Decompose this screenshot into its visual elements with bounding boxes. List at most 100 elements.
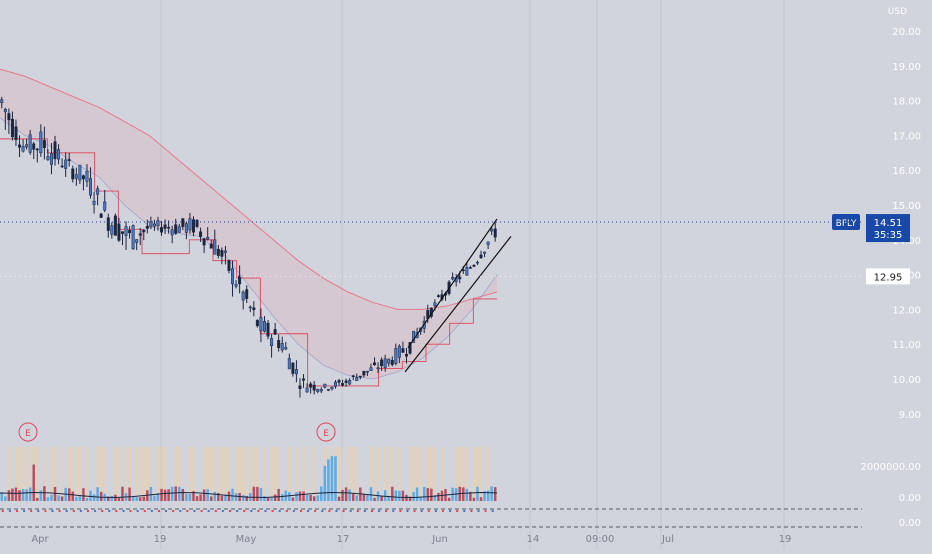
volume-bg-bar [114, 447, 117, 501]
volume-bg-bar [412, 447, 415, 501]
signal-dot [292, 510, 295, 512]
candle-body [10, 118, 14, 138]
candle-body [404, 353, 408, 357]
volume-bar [380, 496, 383, 501]
candle-body [358, 375, 362, 378]
candle-body [291, 362, 295, 374]
volume-bg-bar [415, 447, 419, 501]
volume-bar [323, 465, 327, 501]
volume-bar [227, 491, 231, 501]
candle-body [195, 219, 199, 227]
candle-body [433, 302, 437, 307]
candle-body [21, 146, 25, 152]
volume-bg-bar [355, 447, 359, 501]
volume-bar [7, 490, 11, 501]
price-tick-label: 15.00 [892, 201, 921, 212]
volume-bg-bar [454, 447, 458, 501]
volume-bar [202, 489, 206, 501]
candle-body [113, 215, 117, 236]
candle-body [344, 380, 348, 383]
volume-bar [18, 490, 21, 501]
volume-bg-bar [245, 447, 248, 501]
candle-body [390, 360, 394, 365]
candle-body [89, 178, 93, 196]
signal-dot [463, 510, 466, 512]
volume-bar [163, 489, 167, 501]
candle-body [103, 201, 107, 211]
indicator-lines [0, 68, 498, 387]
volume-bar [96, 487, 99, 501]
volume-bg-bar [273, 447, 277, 501]
volume-bar [206, 489, 209, 501]
candle-body [383, 358, 387, 368]
volume-bar [295, 492, 298, 501]
volume-bar [344, 487, 348, 501]
candle-body [39, 131, 43, 154]
signal-dot [79, 510, 82, 512]
volume-bar [305, 495, 309, 501]
ma-band-fill [0, 69, 497, 379]
volume-bar [160, 488, 163, 501]
volume-bar [454, 488, 458, 501]
volume-bar [99, 491, 103, 501]
channel-line-upper[interactable] [407, 218, 498, 349]
volume-bg-bar [156, 447, 160, 501]
candle-body [106, 217, 110, 231]
volume-average-line [0, 492, 498, 498]
trend-channel[interactable] [404, 218, 512, 373]
candle-body [316, 389, 320, 392]
volume-bar [437, 492, 440, 501]
signal-dot [278, 510, 281, 512]
volume-bar [217, 492, 220, 501]
channel-line-lower[interactable] [404, 235, 512, 373]
candle-body [181, 218, 185, 227]
time-tick-label: Jul [661, 534, 674, 545]
volume-bg-bar [178, 447, 181, 501]
signal-dot [264, 510, 267, 512]
candle-body [53, 141, 57, 160]
signal-dot [470, 510, 473, 512]
candle-body [241, 291, 245, 301]
volume-bg-bar [419, 447, 422, 501]
volume-bar [192, 491, 195, 501]
candle-body [145, 225, 149, 229]
candle-body [479, 254, 483, 259]
volume-bar [316, 495, 319, 501]
time-axis[interactable]: Apr 19 May 17 Jun 14 09:00 Jul 19 [31, 534, 791, 545]
volume-bar [195, 496, 199, 501]
volume-bg-bar [43, 447, 46, 501]
volume-bar [337, 496, 341, 501]
signal-dot [23, 510, 26, 512]
volume-bg-bar [369, 447, 373, 501]
volume-bg-bar [202, 447, 206, 501]
volume-bar [142, 496, 146, 501]
volume-bar [256, 486, 259, 501]
candle-body [486, 241, 490, 245]
signal-dot [484, 510, 487, 512]
earnings-marker[interactable] [316, 422, 336, 442]
price-tick-label: 9.00 [899, 410, 921, 421]
signal-dot [157, 510, 160, 512]
volume-bg-bar [25, 447, 28, 501]
last-price-badge-bg[interactable] [866, 214, 910, 243]
signal-dot [250, 510, 253, 512]
volume-bar [14, 487, 18, 501]
volume-bg-bar [135, 447, 138, 501]
candle-body [174, 224, 178, 234]
signal-dot [44, 510, 47, 512]
signal-dot [129, 510, 132, 512]
earnings-marker[interactable] [18, 422, 38, 442]
signal-dot [221, 510, 224, 512]
signal-dot [172, 510, 175, 512]
volume-bar [71, 491, 75, 501]
volume-bg-bar [288, 447, 291, 501]
volume-bar [476, 486, 479, 501]
signal-dot [349, 510, 352, 512]
volume-bg-bar [387, 447, 390, 501]
volume-bar [277, 488, 280, 501]
price-axis[interactable]: 20.0019.0018.0017.0016.0015.0014.0013.00… [832, 7, 921, 529]
candle-body [156, 220, 160, 227]
signal-dot [236, 510, 239, 512]
